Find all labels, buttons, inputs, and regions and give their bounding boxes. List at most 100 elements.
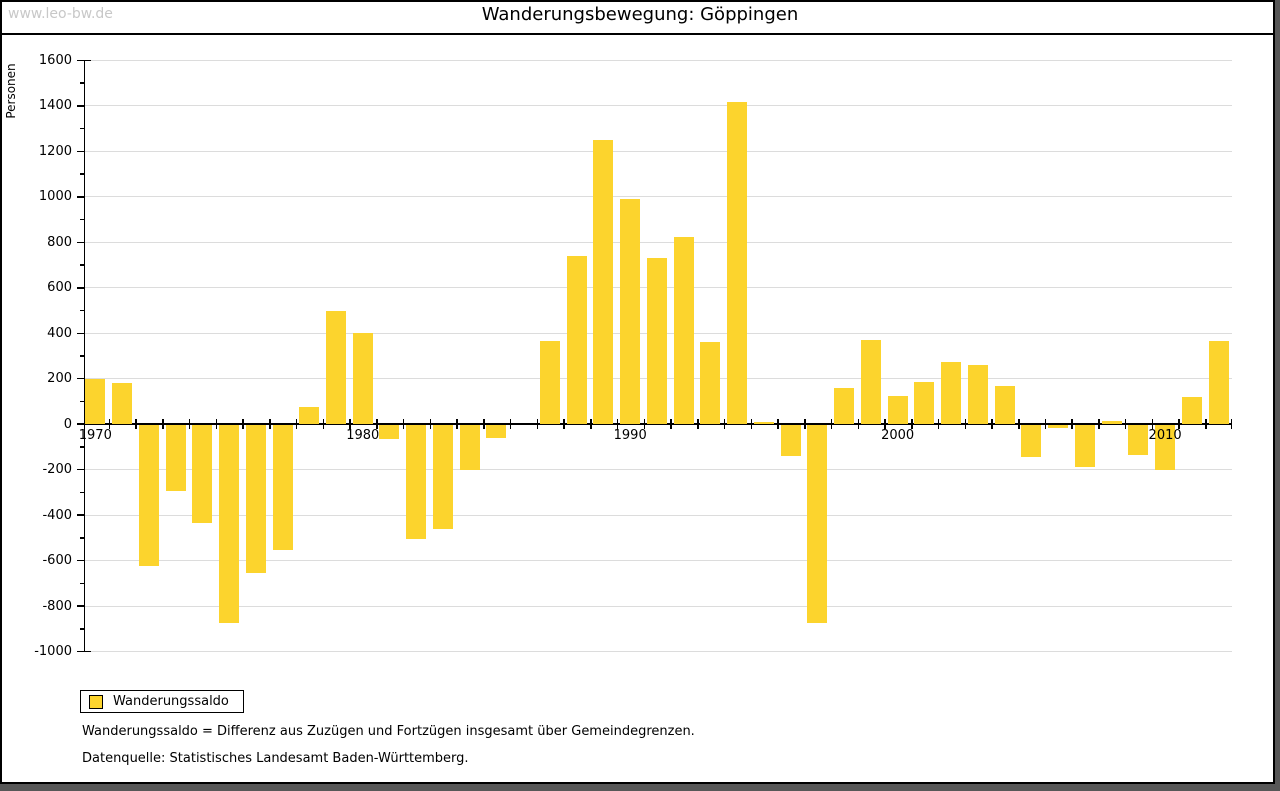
- y-major-tick: [77, 287, 84, 289]
- x-year-tick: [269, 419, 271, 430]
- y-tick-label: 600: [47, 280, 72, 296]
- bar-1994: [727, 102, 748, 425]
- x-year-tick: [590, 419, 592, 430]
- bar-1973: [165, 425, 186, 492]
- window-border-left: [0, 0, 2, 784]
- gridline: [85, 196, 1232, 198]
- x-year-tick: [643, 419, 646, 430]
- legend: Wanderungssaldo: [80, 690, 244, 713]
- x-year-tick: [616, 419, 619, 430]
- bar-1993: [700, 342, 721, 425]
- x-year-tick: [108, 419, 111, 430]
- y-major-tick: [77, 105, 84, 107]
- y-minor-tick: [80, 82, 84, 84]
- x-year-tick: [135, 419, 137, 430]
- gridline: [85, 59, 1232, 61]
- y-major-tick: [77, 59, 84, 62]
- x-year-tick: [777, 419, 779, 430]
- bar-2007: [1074, 425, 1095, 468]
- y-major-tick: [77, 605, 84, 607]
- bar-2012: [1208, 341, 1229, 425]
- y-minor-tick: [80, 355, 84, 357]
- x-axis-endcap: [1230, 419, 1232, 430]
- y-minor-tick: [80, 127, 84, 130]
- header-divider: [2, 33, 1273, 35]
- y-minor-tick: [80, 400, 84, 403]
- bar-1981: [379, 425, 400, 439]
- y-tick-label: 200: [47, 371, 72, 387]
- x-year-tick: [188, 419, 191, 430]
- x-year-tick: [750, 419, 753, 430]
- bar-1989: [593, 139, 614, 425]
- y-minor-tick: [80, 218, 84, 221]
- y-tick-label: -200: [42, 462, 72, 478]
- legend-label: Wanderungssaldo: [113, 694, 229, 709]
- bar-1992: [673, 236, 694, 425]
- x-year-tick: [456, 419, 458, 430]
- x-year-tick: [1018, 419, 1020, 430]
- y-minor-tick: [80, 446, 84, 448]
- bar-1998: [834, 387, 855, 425]
- bar-1976: [245, 425, 266, 574]
- bar-2002: [941, 361, 962, 425]
- y-major-tick: [77, 332, 84, 334]
- window-shadow-right: [1275, 0, 1280, 791]
- bar-2006: [1048, 425, 1069, 428]
- bar-2010: [1155, 425, 1176, 470]
- bar-1995: [753, 421, 774, 425]
- x-year-tick: [937, 419, 940, 430]
- x-year-tick: [723, 419, 726, 430]
- x-year-tick: [536, 419, 539, 430]
- x-year-tick: [1071, 419, 1073, 430]
- watermark: www.leo-bw.de: [8, 6, 113, 22]
- y-minor-tick: [80, 491, 84, 494]
- x-year-tick: [1124, 419, 1127, 430]
- bar-2005: [1021, 425, 1042, 458]
- gridline: [85, 514, 1232, 516]
- gridline: [85, 105, 1232, 107]
- x-year-tick: [563, 419, 565, 430]
- footnote-source: Datenquelle: Statistisches Landesamt Bad…: [82, 751, 469, 766]
- y-tick-label: -400: [42, 507, 72, 523]
- y-tick-label: 800: [47, 234, 72, 250]
- y-major-tick: [77, 468, 84, 471]
- gridline: [85, 150, 1232, 152]
- window-shadow-bottom: [0, 784, 1280, 791]
- gridline: [85, 605, 1232, 607]
- y-major-tick: [77, 559, 84, 562]
- y-tick-label: 1000: [38, 189, 72, 205]
- bar-1980: [352, 333, 373, 425]
- bar-1988: [566, 255, 587, 425]
- x-year-tick: [162, 419, 164, 430]
- x-year-tick: [242, 419, 244, 430]
- y-tick-label: 1400: [38, 98, 72, 114]
- window-border-right: [1273, 0, 1275, 784]
- bar-1985: [486, 425, 507, 438]
- bar-1983: [432, 425, 453, 529]
- bar-2008: [1101, 420, 1122, 425]
- y-minor-tick: [80, 309, 84, 312]
- y-minor-tick: [80, 173, 84, 175]
- x-year-tick: [1151, 419, 1154, 430]
- x-tick-label: 1970: [78, 428, 112, 444]
- x-year-tick: [911, 419, 913, 430]
- x-year-tick: [964, 419, 966, 430]
- y-major-tick: [77, 377, 84, 380]
- bar-1979: [326, 310, 346, 425]
- bar-1999: [860, 340, 881, 425]
- bar-1991: [646, 258, 667, 425]
- x-year-tick: [991, 419, 993, 430]
- x-tick-label: 2000: [881, 428, 915, 444]
- gridline: [85, 560, 1232, 562]
- x-year-tick: [830, 419, 833, 430]
- gridline: [85, 241, 1232, 243]
- y-axis-line: [83, 60, 85, 652]
- x-year-tick: [884, 419, 886, 430]
- bar-1996: [780, 425, 801, 456]
- x-year-tick: [670, 419, 672, 430]
- bar-1977: [272, 425, 293, 551]
- y-minor-tick: [80, 582, 84, 585]
- x-year-tick: [1178, 419, 1180, 430]
- x-tick-label: 1980: [346, 428, 380, 444]
